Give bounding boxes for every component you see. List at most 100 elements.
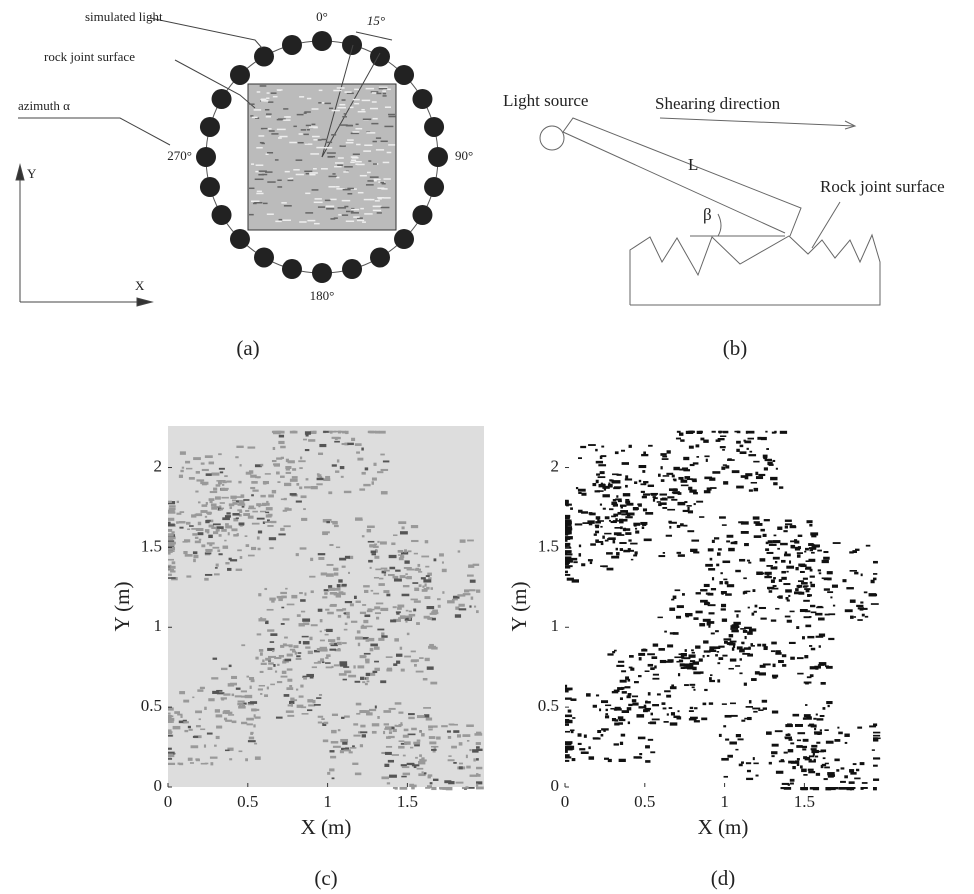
texture: [732, 470, 740, 473]
texture: [658, 617, 663, 619]
texture: [239, 522, 245, 525]
texture: [229, 758, 232, 760]
texture: [198, 501, 201, 503]
texture: [375, 612, 381, 614]
x-tick-label: 0: [561, 792, 570, 811]
texture: [709, 702, 713, 704]
texture: [707, 655, 710, 657]
texture: [621, 734, 625, 737]
texture: [303, 508, 306, 510]
texture: [709, 646, 714, 649]
texture: [363, 484, 370, 486]
axis-label: Y: [27, 166, 37, 181]
texture: [651, 494, 657, 496]
texture: [618, 722, 623, 724]
texture: [469, 605, 471, 607]
texture: [360, 175, 367, 177]
texture: [635, 530, 639, 533]
texture: [476, 742, 481, 745]
texture: [201, 462, 205, 464]
texture: [690, 707, 693, 709]
texture: [412, 582, 418, 584]
texture: [393, 606, 397, 608]
texture: [268, 667, 273, 670]
texture: [293, 431, 297, 433]
texture: [427, 606, 435, 609]
texture: [764, 467, 768, 470]
texture: [453, 730, 459, 733]
texture: [346, 211, 350, 213]
texture: [745, 636, 747, 639]
texture: [250, 732, 253, 734]
texture: [225, 562, 229, 564]
texture: [258, 174, 264, 176]
texture: [366, 626, 373, 628]
texture: [596, 516, 601, 519]
texture: [312, 124, 316, 126]
texture: [370, 108, 378, 110]
texture: [353, 723, 358, 725]
texture: [230, 506, 232, 508]
texture: [661, 479, 665, 482]
texture: [397, 607, 402, 610]
texture: [372, 671, 377, 673]
texture: [827, 571, 833, 574]
y-tick-label: 2: [154, 456, 163, 475]
texture: [667, 496, 674, 498]
texture: [168, 542, 176, 545]
texture: [623, 550, 630, 553]
texture: [211, 677, 218, 679]
texture: [331, 741, 339, 743]
texture: [285, 588, 287, 590]
light-source: [540, 126, 564, 150]
texture: [272, 650, 274, 652]
texture: [273, 664, 275, 667]
texture: [330, 199, 337, 201]
texture: [313, 700, 316, 703]
texture: [272, 460, 277, 462]
texture: [635, 507, 639, 510]
texture: [202, 482, 208, 485]
texture: [280, 446, 286, 449]
texture: [287, 715, 294, 717]
texture: [735, 749, 738, 751]
texture: [722, 524, 727, 526]
texture: [255, 476, 261, 478]
texture: [638, 653, 645, 656]
texture: [748, 454, 756, 456]
texture: [396, 661, 400, 664]
texture: [467, 575, 474, 577]
texture: [361, 448, 363, 451]
texture: [301, 129, 306, 131]
texture: [845, 742, 848, 744]
texture: [299, 641, 301, 644]
texture: [601, 483, 603, 485]
texture: [721, 466, 725, 469]
texture: [730, 659, 736, 662]
texture: [332, 777, 335, 779]
texture: [709, 680, 715, 682]
texture: [696, 501, 703, 503]
texture: [168, 763, 175, 765]
texture: [282, 671, 287, 674]
texture: [269, 537, 276, 540]
shear-arrow: [660, 118, 855, 126]
texture: [642, 470, 645, 473]
texture: [598, 464, 606, 466]
texture: [568, 748, 574, 750]
texture: [725, 739, 729, 741]
texture: [219, 505, 221, 507]
texture: [168, 567, 171, 569]
texture: [766, 448, 769, 450]
texture: [196, 725, 201, 727]
texture: [328, 186, 335, 188]
texture: [596, 461, 603, 464]
caption: (d): [711, 866, 736, 890]
texture: [704, 584, 710, 587]
texture: [221, 668, 227, 670]
texture: [268, 662, 274, 664]
texture: [332, 714, 338, 716]
texture: [335, 470, 339, 472]
texture: [476, 774, 481, 777]
texture: [278, 598, 283, 601]
